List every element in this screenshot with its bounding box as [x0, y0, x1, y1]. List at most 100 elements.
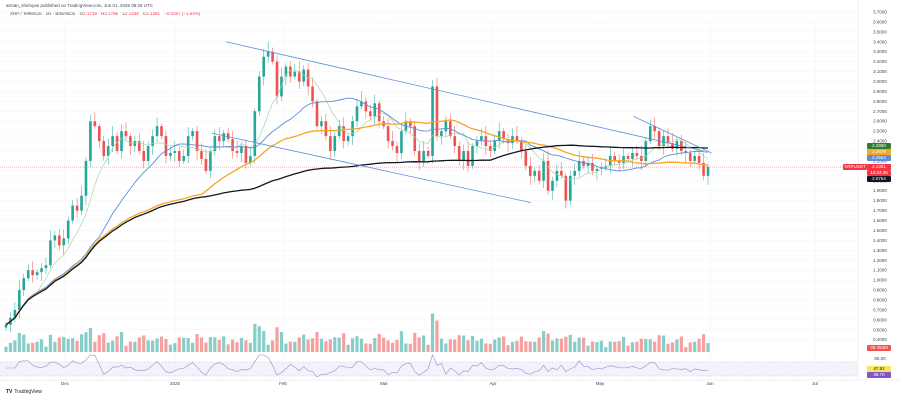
volume-bar — [670, 342, 675, 352]
candle — [426, 151, 430, 156]
ma-mid-line — [5, 97, 709, 326]
volume-bar — [599, 340, 603, 352]
candle — [289, 66, 292, 77]
candle — [422, 151, 425, 161]
volume-bar — [279, 332, 284, 352]
candle — [257, 76, 261, 112]
volume-bar — [71, 338, 75, 352]
volume-bar — [355, 336, 359, 352]
candle — [293, 71, 297, 77]
candle — [657, 131, 661, 147]
candle — [337, 126, 341, 137]
volume-bar — [257, 326, 261, 352]
candle — [560, 170, 563, 176]
candle — [577, 160, 581, 171]
candle — [515, 136, 519, 142]
volume-bar — [164, 339, 168, 352]
volume-bar — [488, 343, 492, 352]
volume-bar — [524, 341, 528, 352]
volume-bar — [693, 341, 697, 352]
volume-bar — [133, 341, 137, 352]
descending-channel-upper[interactable] — [225, 41, 704, 152]
candle — [266, 51, 270, 57]
tradingview-logo[interactable]: TV TradingView — [6, 389, 42, 395]
candle — [568, 175, 572, 201]
candle — [591, 162, 594, 171]
triangle-upper[interactable] — [633, 115, 712, 154]
candle — [631, 153, 634, 159]
tradingview-logo-icon: TV — [6, 389, 13, 395]
candle — [35, 272, 39, 276]
volume-bar — [413, 332, 417, 352]
volume-bar — [44, 346, 48, 352]
last-price-tag: 2.1381 — [867, 164, 891, 170]
volume-bar — [253, 323, 257, 352]
y-axis-label: 0.6000 — [873, 317, 887, 322]
candle — [249, 155, 252, 163]
candle — [66, 220, 70, 239]
candle — [240, 146, 243, 154]
volume-bar — [119, 332, 124, 352]
volume-bar — [168, 344, 172, 352]
volume-bar — [422, 335, 426, 352]
candle — [488, 146, 492, 152]
volume-bar — [617, 341, 621, 352]
volume-bar — [568, 334, 572, 352]
candle — [417, 151, 421, 161]
candle — [275, 61, 279, 97]
candle — [595, 168, 599, 171]
volume-bar — [515, 340, 519, 352]
candle — [697, 155, 701, 163]
volume-bar — [342, 333, 346, 352]
symbol-name[interactable]: XRP / TetherUS · 1D · BINANCE — [10, 11, 76, 16]
volume-bar — [581, 337, 586, 352]
volume-bar — [661, 335, 666, 352]
volume-bar — [302, 334, 306, 352]
volume-bar — [502, 336, 506, 352]
volume-bar — [510, 341, 515, 352]
candle — [329, 136, 332, 152]
candle — [471, 146, 474, 166]
x-axis-label: May — [596, 381, 605, 386]
volume-bar — [519, 336, 523, 352]
volume-bar — [639, 338, 643, 352]
volume-bar — [350, 338, 355, 352]
volume-bar — [310, 338, 315, 352]
candle — [177, 151, 181, 161]
y-axis-label: 1.5000 — [873, 228, 887, 233]
candle — [333, 136, 337, 152]
descending-channel-lower[interactable] — [211, 132, 532, 204]
candle — [475, 141, 479, 147]
volume-tag: 38.254M — [867, 345, 891, 351]
candle — [355, 106, 359, 122]
volume-bar — [564, 336, 568, 352]
volume-bar — [288, 341, 292, 352]
candle — [528, 165, 532, 176]
rsi-axis-label: 80.00 — [874, 356, 886, 361]
candle — [564, 175, 568, 201]
volume-bar — [644, 339, 648, 352]
candle — [364, 101, 368, 112]
candle — [640, 155, 643, 161]
candle — [391, 141, 394, 147]
volume-bar — [386, 340, 390, 352]
volume-bar — [217, 339, 221, 352]
volume-bar — [595, 342, 599, 352]
volume-bar — [186, 338, 190, 352]
volume-bar — [630, 342, 635, 352]
volume-bar — [399, 331, 404, 352]
volume-bar — [346, 344, 350, 352]
y-axis-label: 3.5000 — [873, 29, 887, 34]
candle — [271, 51, 274, 62]
volume-bar — [22, 334, 26, 352]
volume-bar — [359, 338, 364, 352]
ma-slow-line — [5, 119, 709, 326]
candle — [169, 153, 172, 156]
candle — [497, 131, 501, 142]
volume-bar — [35, 341, 39, 352]
volume-bar — [128, 341, 133, 352]
candle — [31, 270, 34, 276]
volume-bar — [275, 327, 279, 352]
volume-bar — [262, 331, 266, 352]
